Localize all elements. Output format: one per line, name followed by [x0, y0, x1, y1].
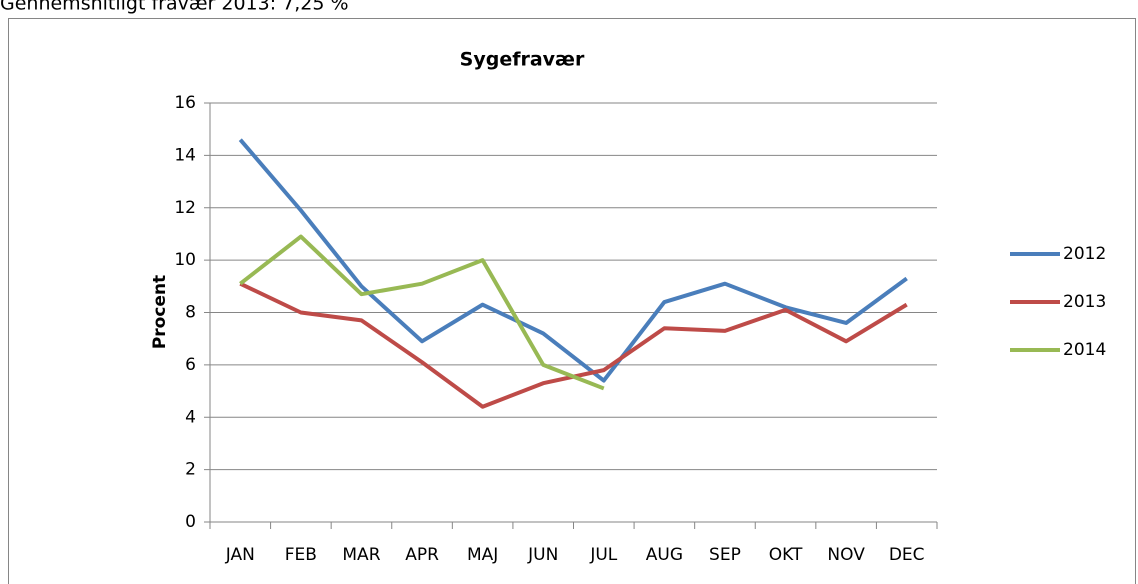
x-tick-label: APR: [405, 545, 439, 565]
y-tick-label: 0: [185, 512, 196, 532]
y-tick-label: 4: [185, 407, 196, 427]
y-tick-label: 10: [174, 250, 196, 270]
y-tick-label: 6: [185, 355, 196, 375]
x-tick-label: SEP: [709, 545, 741, 565]
x-tick-label: JUN: [527, 545, 558, 565]
average-note: Gennemsnitligt fravær 2013: 7,25 %: [0, 0, 349, 15]
chart-title: Sygefravær: [460, 49, 585, 71]
y-tick-label: 8: [185, 303, 196, 323]
legend-label: 2013: [1063, 292, 1106, 312]
line-series: [239, 234, 605, 391]
y-axis-label: Procent: [150, 275, 170, 349]
y-tick-label: 16: [174, 93, 196, 113]
line-series: [239, 281, 908, 409]
y-tick-label: 14: [174, 145, 196, 165]
legend-label: 2014: [1063, 340, 1106, 360]
y-tick-label: 12: [174, 198, 196, 218]
x-tick-label: AUG: [646, 545, 683, 565]
x-tick-label: JAN: [225, 545, 255, 565]
line-series: [238, 138, 908, 383]
x-tick-label: JUL: [589, 545, 617, 565]
chart-frame: [8, 18, 1136, 584]
x-tick-label: FEB: [285, 545, 317, 565]
x-tick-label: MAR: [342, 545, 380, 565]
x-tick-label: MAJ: [467, 545, 498, 565]
x-tick-label: NOV: [827, 545, 865, 565]
x-tick-label: OKT: [769, 545, 803, 565]
y-tick-label: 2: [185, 460, 196, 480]
x-tick-label: DEC: [889, 545, 925, 565]
legend-label: 2012: [1063, 244, 1106, 264]
